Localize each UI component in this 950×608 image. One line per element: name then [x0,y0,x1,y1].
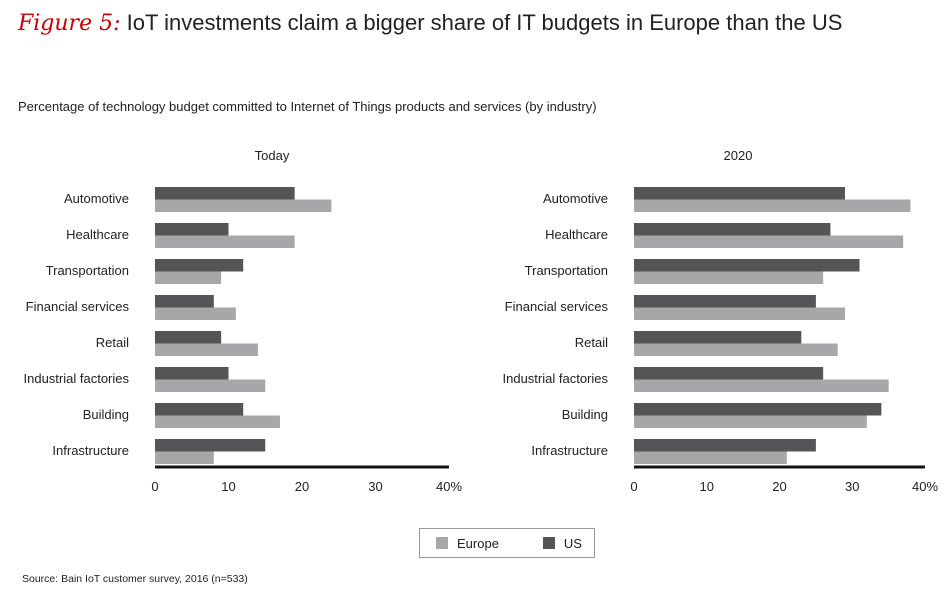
bar-2020-transportation-europe [634,271,824,284]
figure-title-text: IoT investments claim a bigger share of … [126,10,843,35]
chart-title-today: Today [255,148,290,163]
category-label-financial-services: Financial services [505,299,609,314]
x-tick-label-today: 30 [368,479,382,494]
bar-today-retail-us [155,331,222,344]
category-label-retail: Retail [575,335,608,350]
category-label-building: Building [562,407,608,422]
legend-label-europe: Europe [457,535,499,551]
bar-today-healthcare-europe [155,235,295,248]
legend-swatch-us [542,537,555,549]
bar-2020-healthcare-us [634,223,831,236]
bar-2020-infrastructure-europe [634,451,787,464]
category-label-building: Building [83,407,129,422]
x-tick-label-today: 10 [221,479,235,494]
bar-2020-healthcare-europe [634,235,904,248]
category-label-infrastructure: Infrastructure [531,443,608,458]
bar-today-infrastructure-us [155,439,266,452]
x-tick-label-today: 0 [151,479,158,494]
bar-today-financial-services-europe [155,307,236,320]
x-tick-label-2020: 30 [845,479,859,494]
category-label-industrial-factories: Industrial factories [503,371,609,386]
bar-charts: Today Automotive Healthcare Transportation F… [24,148,939,494]
x-tick-label-2020: 20 [772,479,786,494]
legend-swatch-europe [436,537,448,549]
bar-today-transportation-us [155,259,244,272]
bar-2020-financial-services-us [634,295,816,308]
bar-today-automotive-us [155,187,295,200]
legend-item-europe: Europe [436,536,499,551]
bar-2020-automotive-europe [634,199,911,212]
category-label-transportation: Transportation [525,263,608,278]
category-label-retail: Retail [96,335,129,350]
bar-today-healthcare-us [155,223,229,236]
category-label-automotive: Automotive [543,191,608,206]
bar-today-building-us [155,403,244,416]
category-label-healthcare: Healthcare [545,227,608,242]
category-label-infrastructure: Infrastructure [52,443,129,458]
bar-2020-industrial-factories-europe [634,379,889,392]
bar-2020-building-us [634,403,882,416]
bar-2020-automotive-us [634,187,845,200]
chart-subtitle: Percentage of technology budget committe… [18,99,597,114]
source-note: Source: Bain IoT customer survey, 2016 (… [22,573,248,585]
category-label-healthcare: Healthcare [66,227,129,242]
legend: Europe US [419,528,595,558]
category-label-automotive: Automotive [64,191,129,206]
x-tick-label-2020: 0 [630,479,637,494]
chart-title-2020: 2020 [724,148,753,163]
legend-item-us: US [542,535,582,551]
category-label-transportation: Transportation [46,263,129,278]
bar-today-industrial-factories-europe [155,379,266,392]
bar-today-financial-services-us [155,295,214,308]
bar-today-infrastructure-europe [155,451,214,464]
x-tick-label-2020: 40% [912,479,938,494]
bar-2020-financial-services-europe [634,307,845,320]
bar-today-industrial-factories-us [155,367,229,380]
x-tick-label-today: 20 [295,479,309,494]
bar-today-building-europe [155,415,280,428]
bar-2020-retail-us [634,331,802,344]
category-label-industrial-factories: Industrial factories [24,371,130,386]
bar-today-automotive-europe [155,199,332,212]
figure-label: Figure 5: [18,11,121,36]
category-label-financial-services: Financial services [26,299,130,314]
bar-today-transportation-europe [155,271,222,284]
bar-2020-industrial-factories-us [634,367,824,380]
bar-2020-infrastructure-us [634,439,816,452]
x-tick-label-2020: 10 [700,479,714,494]
bar-2020-retail-europe [634,343,838,356]
bar-2020-transportation-us [634,259,860,272]
bar-today-retail-europe [155,343,258,356]
bar-2020-building-europe [634,415,867,428]
legend-label-us: US [563,535,582,551]
figure-title: Figure 5: IoT investments claim a bigger… [18,10,842,36]
x-tick-label-today: 40% [436,479,462,494]
